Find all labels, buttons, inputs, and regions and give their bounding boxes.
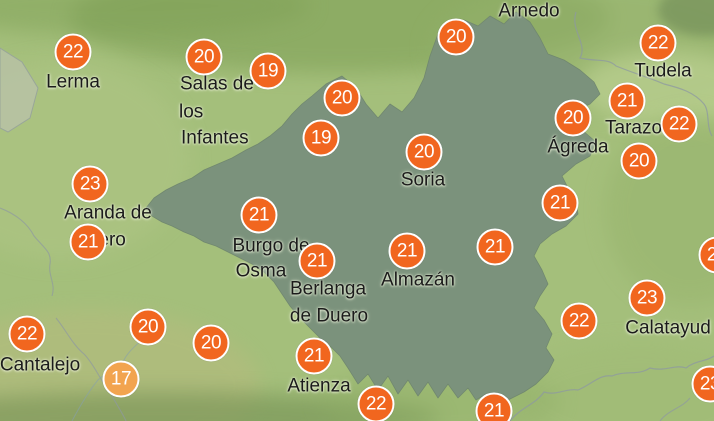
terrain-plain-west: [0, 60, 190, 260]
temperature-marker[interactable]: 21: [476, 228, 514, 266]
place-label: Ágreda: [547, 136, 609, 158]
place-label: Atienza: [287, 375, 351, 397]
temperature-marker[interactable]: 21: [608, 82, 646, 120]
temperature-marker[interactable]: 20: [192, 324, 230, 362]
temperature-marker[interactable]: 20: [405, 133, 443, 171]
terrain-patch-topleft: [0, 47, 39, 133]
place-label: Lerma: [46, 71, 100, 93]
place-label: Calatayud: [625, 317, 711, 339]
admin-boundary-west: [0, 207, 54, 297]
temperature-marker[interactable]: 21: [298, 242, 336, 280]
place-label: Almazán: [381, 269, 455, 291]
place-label: Aranda de: [64, 202, 152, 224]
terrain-shade-northwest: [0, 0, 310, 36]
admin-boundary-southeast: [509, 355, 714, 421]
place-label: Berlanga: [289, 278, 367, 300]
place-label: de Duero: [289, 305, 369, 327]
temperature-marker[interactable]: 22: [560, 302, 598, 340]
temperature-marker[interactable]: 21: [69, 223, 107, 261]
admin-boundary-northeast: [574, 11, 713, 137]
temperature-marker[interactable]: 21: [475, 392, 513, 421]
temperature-marker[interactable]: 20: [129, 308, 167, 346]
temperature-marker[interactable]: 23: [628, 279, 666, 317]
temperature-marker[interactable]: 22: [639, 24, 677, 62]
place-label: Cantalejo: [0, 354, 81, 376]
temperature-marker[interactable]: 20: [323, 79, 361, 117]
terrain-plain-southeast: [510, 343, 714, 421]
temperature-marker[interactable]: 20: [554, 99, 592, 137]
place-label: Tudela: [634, 60, 692, 82]
temperature-marker[interactable]: 22: [660, 105, 698, 143]
terrain-shade-corner: [658, 0, 714, 36]
temperature-marker[interactable]: 22: [8, 315, 46, 353]
temperature-marker[interactable]: 20: [185, 38, 223, 76]
temperature-marker[interactable]: 21: [240, 196, 278, 234]
temperature-marker[interactable]: 22: [357, 385, 395, 421]
temperature-marker[interactable]: 20: [437, 18, 475, 56]
temperature-marker[interactable]: 17: [102, 360, 140, 398]
place-label: Arnedo: [498, 0, 560, 22]
temperature-marker[interactable]: 19: [249, 52, 287, 90]
place-label: Burgo de: [232, 235, 310, 257]
temperature-marker[interactable]: 23: [71, 165, 109, 203]
temperature-marker[interactable]: 19: [302, 119, 340, 157]
place-label: Salas de: [180, 73, 254, 95]
temperature-marker[interactable]: 21: [541, 184, 579, 222]
place-label: los: [179, 101, 204, 123]
temperature-marker[interactable]: 20: [620, 142, 658, 180]
place-label: Soria: [400, 169, 446, 191]
temperature-marker[interactable]: 22: [54, 33, 92, 71]
temperature-marker[interactable]: 21: [388, 232, 426, 270]
place-label: Infantes: [181, 127, 249, 149]
temperature-marker[interactable]: 21: [295, 337, 333, 375]
admin-boundary-bottom-right: [659, 397, 691, 421]
province-soria-shape: [145, 11, 601, 405]
admin-boundary-southwest: [55, 317, 127, 421]
place-label: Osma: [235, 260, 287, 282]
